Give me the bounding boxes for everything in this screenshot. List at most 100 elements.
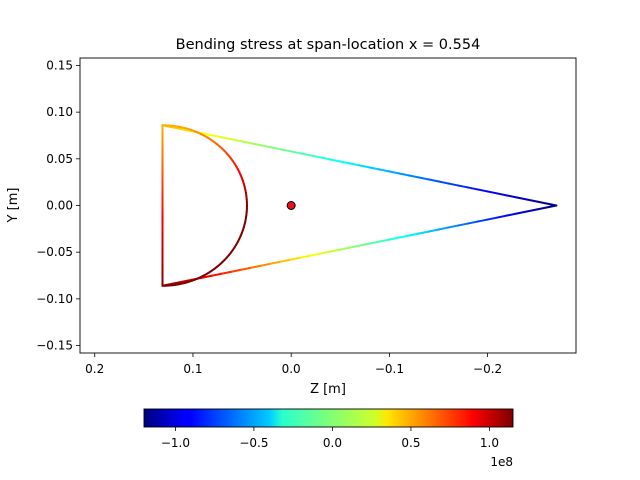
- x-axis-ticks: 0.2 0.1 0.0 −0.1 −0.2: [85, 353, 502, 376]
- lower-surface-segment: [200, 274, 213, 279]
- y-axis-label: Y [m]: [6, 188, 21, 224]
- upper-surface-segment: [427, 178, 440, 183]
- lower-surface-segment: [181, 278, 194, 283]
- lower-surface-segment: [476, 218, 489, 223]
- lower-surface-segment: [220, 270, 233, 275]
- lower-surface-segment: [417, 230, 430, 235]
- lower-surface-segment: [279, 258, 292, 263]
- lower-surface-segment: [171, 280, 184, 285]
- y-axis-ticks: 0.15 0.10 0.05 0.00 −0.05 −0.10 −0.15: [36, 58, 80, 353]
- colorbar-tick-label: 0.0: [323, 436, 342, 450]
- upper-surface-segment: [447, 182, 459, 187]
- upper-surface-segment: [496, 192, 509, 197]
- plot-area: 0.2 0.1 0.0 −0.1 −0.2 0.15 0.10 0.05 0.00 −0.05 −…: [36, 57, 577, 376]
- upper-surface-segment: [200, 132, 213, 137]
- x-tick-label: −0.2: [473, 362, 502, 376]
- y-tick-label: −0.10: [36, 292, 73, 306]
- lower-surface-segment: [210, 272, 223, 277]
- section-outline: [161, 124, 558, 287]
- lower-surface-segment: [535, 206, 548, 211]
- upper-surface-segment: [171, 126, 184, 131]
- lower-surface-segment: [269, 260, 282, 265]
- colorbar-bar: [143, 408, 514, 428]
- upper-surface-segment: [338, 160, 351, 165]
- lower-surface-segment: [456, 222, 469, 227]
- y-tick-label: 0.10: [46, 105, 73, 119]
- upper-surface-segment: [358, 164, 371, 169]
- lower-surface-segment: [506, 212, 518, 217]
- x-tick-label: −0.1: [375, 362, 404, 376]
- centroid-marker: [286, 201, 296, 210]
- y-tick-label: −0.15: [36, 339, 73, 353]
- upper-surface-segment: [220, 136, 233, 141]
- upper-surface-segment: [240, 140, 253, 145]
- lower-surface-segment: [437, 226, 450, 231]
- upper-surface-segment: [387, 170, 400, 175]
- upper-surface-segment: [319, 156, 331, 161]
- lower-surface-segment: [319, 250, 331, 255]
- lower-surface-segment: [230, 268, 243, 273]
- colorbar-tick-label: 0.5: [401, 436, 420, 450]
- upper-surface-segment: [328, 158, 341, 163]
- colorbar-tick-label: 1.0: [480, 436, 499, 450]
- chart-title: Bending stress at span-location x = 0.55…: [176, 37, 481, 53]
- lower-surface-segment: [496, 214, 509, 219]
- y-tick-label: 0.15: [46, 58, 73, 72]
- x-axis-label: Z [m]: [310, 382, 346, 397]
- lower-surface-segment: [368, 240, 381, 245]
- x-tick-label: 0.1: [183, 362, 202, 376]
- lower-surface-segment: [358, 242, 371, 247]
- upper-surface-segment: [259, 144, 272, 149]
- lower-surface-segment: [515, 210, 528, 215]
- upper-surface-segment: [279, 148, 292, 153]
- upper-surface-segment: [181, 128, 194, 133]
- colorbar-ticks: −1.0 −0.5 0.0 0.5 1.0: [161, 427, 499, 450]
- lower-surface-segment: [407, 232, 420, 237]
- upper-surface-segment: [299, 152, 312, 157]
- lower-surface-segment: [397, 234, 410, 239]
- upper-surface-segment: [368, 166, 381, 171]
- y-tick-label: 0.05: [46, 152, 73, 166]
- colorbar-tick-label: −1.0: [161, 436, 190, 450]
- plot-frame: [79, 57, 577, 354]
- upper-surface-segment: [437, 180, 450, 185]
- upper-surface-segment: [476, 188, 489, 193]
- lower-surface-segment: [378, 238, 390, 243]
- colorbar-tick-label: −0.5: [239, 436, 268, 450]
- upper-surface-segment: [269, 146, 282, 151]
- lower-surface-segment: [309, 252, 322, 257]
- y-tick-label: 0.00: [46, 199, 73, 213]
- upper-surface-segment: [309, 154, 322, 159]
- upper-surface-segment: [535, 200, 548, 205]
- upper-surface-segment: [486, 190, 499, 195]
- colorbar: −1.0 −0.5 0.0 0.5 1.0 1e8: [143, 408, 514, 469]
- lower-surface-segment: [466, 220, 479, 225]
- lower-surface-segment: [427, 228, 440, 233]
- upper-surface-segment: [456, 184, 469, 189]
- upper-surface-segment: [250, 142, 262, 147]
- lower-surface-segment: [348, 244, 361, 249]
- x-tick-label: 0.0: [282, 362, 301, 376]
- upper-surface-segment: [407, 174, 420, 179]
- upper-surface-segment: [210, 134, 223, 139]
- upper-surface-segment: [506, 194, 518, 199]
- upper-surface-segment: [515, 196, 528, 201]
- upper-surface-segment: [230, 138, 243, 143]
- lower-surface-segment: [289, 256, 302, 261]
- lower-surface-segment: [259, 262, 272, 267]
- lower-surface-segment: [387, 236, 400, 241]
- upper-surface-segment: [417, 176, 430, 181]
- lower-surface-segment: [486, 216, 499, 221]
- upper-surface-segment: [348, 162, 361, 167]
- x-tick-label: 0.2: [85, 362, 104, 376]
- upper-surface-segment: [397, 172, 410, 177]
- upper-surface-segment: [466, 186, 479, 191]
- lower-surface-segment: [447, 224, 459, 229]
- upper-surface-segment: [289, 150, 302, 155]
- lower-surface-segment: [328, 248, 341, 253]
- upper-surface-segment: [525, 198, 538, 203]
- lower-surface-segment: [525, 208, 538, 213]
- colorbar-offset-label: 1e8: [490, 455, 513, 469]
- lower-surface-segment: [338, 246, 351, 251]
